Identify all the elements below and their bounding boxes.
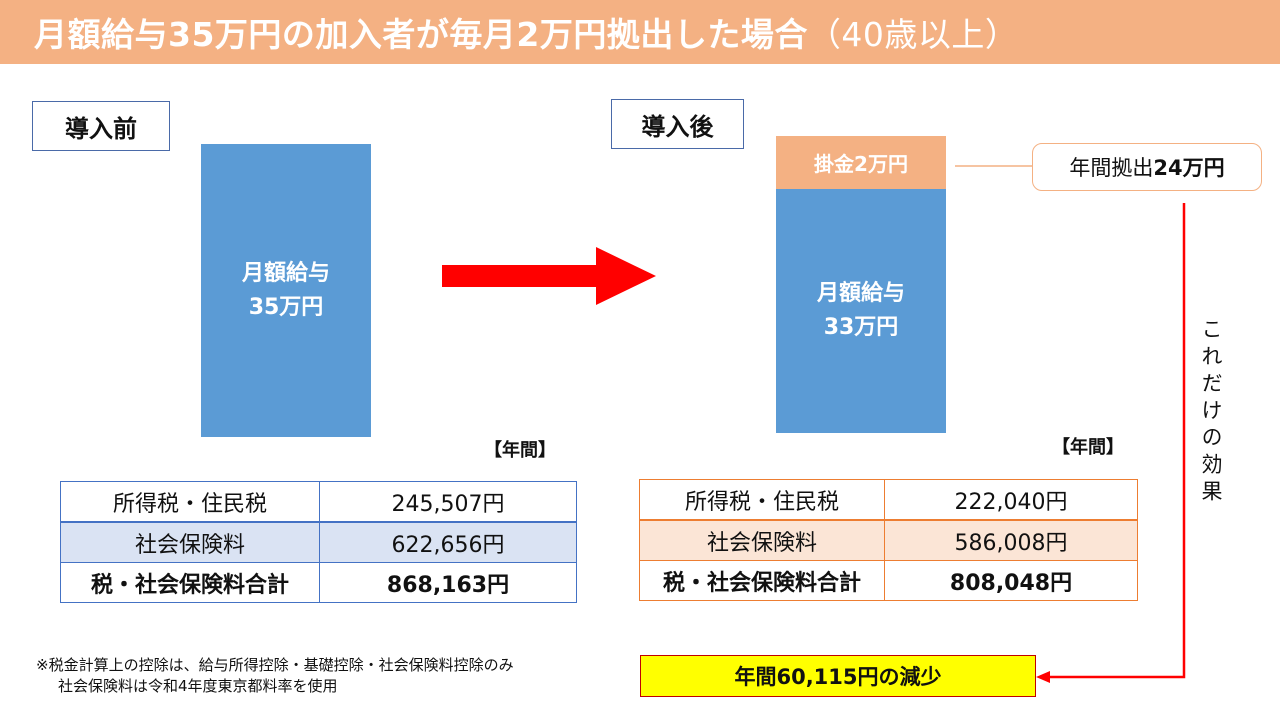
title-main: 月額給与35万円の加入者が毎月2万円拠出した場合 — [34, 15, 808, 54]
table-row: 税・社会保険料合計 868,163円 — [60, 562, 577, 603]
footnote-line2: 社会保険料は令和4年度東京都料率を使用 — [58, 677, 338, 695]
title-suffix: （40歳以上） — [807, 15, 1019, 54]
after-tax-table: 所得税・住民税 222,040円 社会保険料 586,008円 税・社会保険料合… — [639, 479, 1138, 601]
slide-title: 月額給与35万円の加入者が毎月2万円拠出した場合（40歳以上） — [34, 8, 1018, 56]
footnote-line1: ※税金計算上の控除は、給与所得控除・基礎控除・社会保険料控除のみ — [36, 656, 514, 674]
before-bar-line2: 35万円 — [248, 294, 324, 320]
effect-arrowhead-icon — [1036, 671, 1050, 683]
table-row: 社会保険料 622,656円 — [60, 521, 577, 563]
before-row2-name: 社会保険料 — [60, 521, 320, 563]
before-row1-name: 所得税・住民税 — [60, 481, 320, 523]
before-row1-value: 245,507円 — [319, 481, 577, 523]
before-row2-value: 622,656円 — [319, 521, 577, 563]
after-row1-name: 所得税・住民税 — [639, 479, 885, 521]
table-row: 所得税・住民税 245,507円 — [60, 481, 577, 523]
footnote: ※税金計算上の控除は、給与所得控除・基礎控除・社会保険料控除のみ 社会保険料は令… — [36, 655, 514, 697]
table-row: 税・社会保険料合計 808,048円 — [639, 560, 1138, 601]
after-label: 導入後 — [611, 99, 744, 149]
before-salary-bar: 月額給与 35万円 — [201, 144, 371, 437]
before-label: 導入前 — [32, 101, 170, 151]
before-annual-label: 【年間】 — [484, 440, 556, 461]
before-tax-table: 所得税・住民税 245,507円 社会保険料 622,656円 税・社会保険料合… — [60, 481, 577, 603]
annual-contribution-callout: 年間拠出 24万円 — [1032, 143, 1262, 191]
transition-arrow-icon — [442, 247, 656, 305]
after-bar-line1: 月額給与 — [816, 281, 905, 306]
after-row3-value: 808,048円 — [884, 560, 1138, 601]
after-row2-value: 586,008円 — [884, 519, 1138, 561]
table-row: 所得税・住民税 222,040円 — [639, 479, 1138, 521]
after-row1-value: 222,040円 — [884, 479, 1138, 521]
contribution-bar: 掛金2万円 — [776, 136, 946, 189]
callout-amount: 24万円 — [1153, 156, 1225, 180]
effect-line — [1048, 203, 1186, 679]
before-row3-name: 税・社会保険料合計 — [60, 562, 320, 603]
title-bar: 月額給与35万円の加入者が毎月2万円拠出した場合（40歳以上） — [0, 0, 1280, 64]
after-annual-label: 【年間】 — [1052, 437, 1124, 458]
callout-prefix: 年間拠出 — [1069, 156, 1154, 180]
after-bar-line2: 33万円 — [823, 315, 899, 340]
effect-text: これだけの効果 — [1199, 318, 1223, 507]
before-bar-line1: 月額給与 — [241, 260, 330, 286]
before-row3-value: 868,163円 — [319, 562, 577, 603]
after-row3-name: 税・社会保険料合計 — [639, 560, 885, 601]
result-box: 年間60,115円の減少 — [640, 655, 1036, 697]
after-salary-bar: 月額給与 33万円 — [776, 189, 946, 433]
